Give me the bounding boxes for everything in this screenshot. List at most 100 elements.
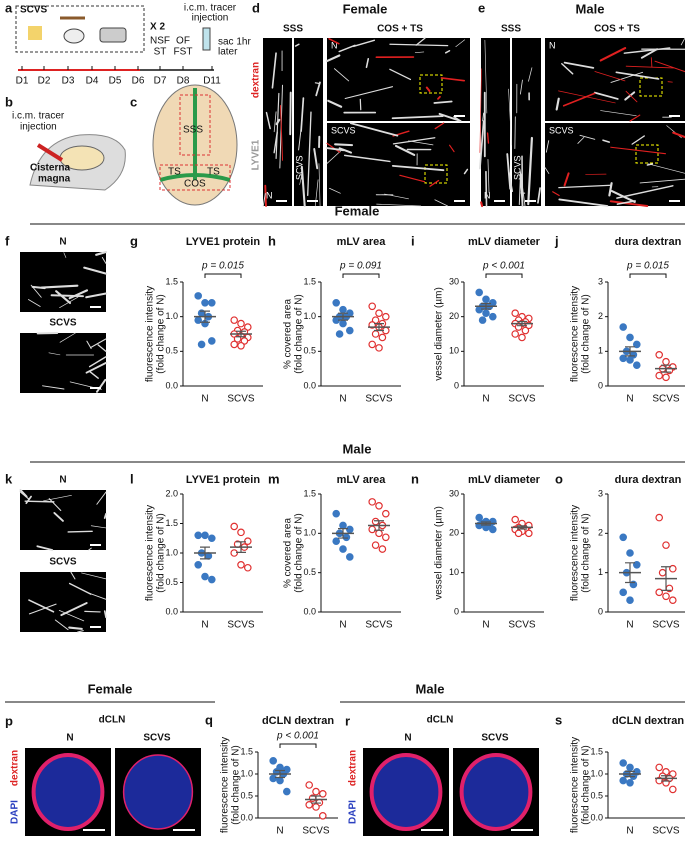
vessel [558,184,612,189]
y-tick-label: 1 [598,567,603,577]
vessel [326,142,341,153]
vessel [63,252,67,258]
panel-label: h [268,233,276,248]
y-axis-label: (fold change of N) [581,294,592,374]
y-tick-label: 3 [598,488,603,498]
error-bar [275,769,285,779]
day-label: D2 [38,76,51,87]
image-label: SCVS [512,155,522,180]
data-point [312,803,320,811]
panel-label: a [5,0,13,15]
data-point [524,529,533,538]
data-point [332,298,341,307]
y-tick-label: 30 [449,488,459,498]
image-label: N [59,237,66,248]
data-point [318,789,327,798]
y-tick-label: 0 [454,380,459,390]
region-label: TS [207,167,220,178]
significance-bracket [279,743,317,748]
vessel [544,167,550,174]
data-point [655,350,664,359]
vessel [365,57,370,69]
data-point [282,787,291,796]
sex-title: Male [576,1,605,16]
vessel [333,68,350,82]
vessel [563,61,595,69]
day-label: D5 [109,76,122,87]
column-label: N [404,733,411,744]
sac-label: later [218,47,238,58]
chart-title: mLV area [337,474,387,486]
data-point [478,316,487,324]
repeat-box [15,5,145,53]
vessel [53,512,64,522]
panel-label: l [130,471,134,486]
y-tick-label: 2 [598,528,603,538]
chart-title: mLV area [337,236,387,248]
data-point [201,531,209,540]
panel-label: m [268,471,280,486]
vessel [654,60,685,73]
y-tick-label: 2 [598,311,603,321]
error-bar [338,528,348,539]
vessel [54,619,69,631]
error-bar [200,546,210,560]
vessel [629,114,641,122]
column-label: SCVS [143,733,171,744]
significance-bracket [342,273,380,278]
vessel [625,90,638,103]
data-point [345,525,354,534]
y-tick-label: 0.5 [590,790,603,800]
data-point [230,316,239,324]
lymph-node [31,753,105,831]
y-axis-label: % covered area [283,518,294,588]
error-bar [625,562,635,584]
x-tick-label: SCVS [365,394,393,405]
data-point [658,568,667,577]
vessel [89,338,107,349]
panel-label: d [252,0,260,15]
y-tick-label: 0.5 [303,346,316,356]
data-point [375,501,383,510]
chart-title: dura dextran [615,474,682,486]
vessel [271,52,277,89]
vessel [326,150,342,164]
image-label: N [59,475,66,486]
vessel [89,371,99,379]
y-tick-label: 1.5 [303,276,316,286]
image-label: N [484,190,491,200]
data-point [375,309,383,318]
x-tick-label: N [626,826,633,837]
micrograph [20,252,106,312]
data-point [368,340,377,349]
y-axis-label: fluorescence intensity [220,737,231,833]
data-point [332,509,341,518]
micrograph [512,38,541,206]
x-tick-label: N [276,826,283,837]
region-label: COS [184,179,206,190]
y-tick-label: 2.0 [165,488,178,498]
vessel [325,54,341,63]
x-tick-label: SCVS [652,620,680,631]
data-point [632,560,641,569]
vessel [86,340,92,350]
x-tick-label: N [201,620,208,631]
vessel [610,146,666,155]
error-bar [661,566,671,591]
y-tick-label: 1.5 [590,746,603,756]
error-bar [374,520,384,531]
vessel [31,285,46,290]
vessel [438,112,462,122]
vessel [672,131,685,139]
panel-label: f [5,233,10,248]
y-tick-label: 1.5 [165,276,178,286]
y-axis-label: fluorescence intensity [570,505,581,601]
vessel [437,95,441,100]
vessel [577,136,585,144]
vessel [343,154,391,163]
column-label: SCVS [481,733,509,744]
p-value: p = 0.015 [201,261,244,272]
data-point [305,800,314,809]
data-point [378,333,387,342]
data-point [626,596,634,605]
